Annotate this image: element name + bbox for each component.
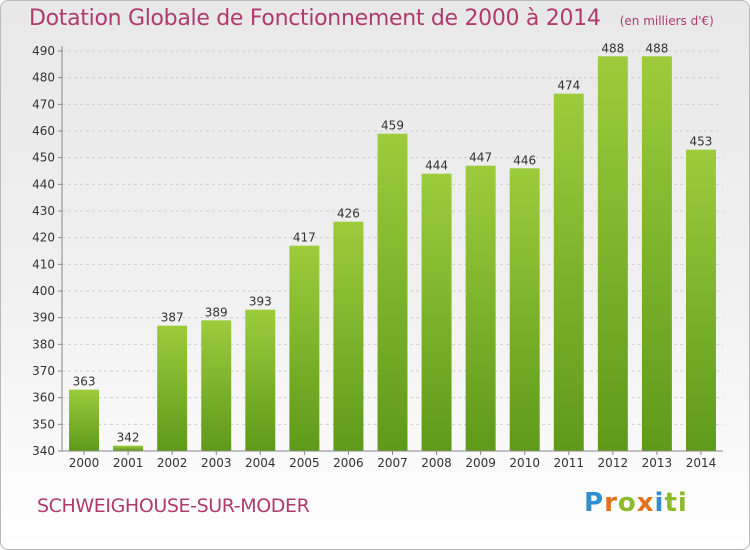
bar-2013 [641,56,672,451]
bar-value-label: 417 [293,231,316,245]
bar-2005 [289,245,320,451]
bar-2002 [157,325,188,451]
bar-value-label: 488 [645,41,668,55]
chart-title: Dotation Globale de Fonctionnement de 20… [29,6,601,31]
x-tick-label: 2010 [509,456,540,470]
y-tick-label: 450 [32,151,55,165]
y-tick-label: 390 [32,311,55,325]
bar-value-label: 387 [161,311,184,325]
x-tick-label: 2007 [377,456,408,470]
bar-2014 [685,149,716,451]
bar-value-label: 393 [249,295,272,309]
x-tick-label: 2004 [245,456,276,470]
bar-value-label: 488 [601,41,624,55]
y-tick-label: 360 [32,391,55,405]
bar-value-label: 426 [337,207,360,221]
bar-2010 [509,168,540,452]
bars: 363 342 387 389 393 417 426 459 444 447 446 474 488 4… [69,41,716,452]
x-tick-label: 2013 [642,456,673,470]
bar-2003 [201,320,232,451]
x-tick-label: 2014 [686,456,717,470]
x-tick-label: 2003 [201,456,232,470]
x-tick-label: 2008 [421,456,452,470]
bar-value-label: 363 [73,375,96,389]
bar-2006 [333,221,364,451]
x-tick-label: 2005 [289,456,320,470]
y-tick-label: 440 [32,177,55,191]
y-tick-label: 480 [32,71,55,85]
y-tick-label: 350 [32,417,55,431]
bar-2012 [597,56,628,451]
commune-name: SCHWEIGHOUSE-SUR-MODER [37,495,310,517]
bar-2001 [113,445,144,451]
bar-2004 [245,309,276,451]
bar-2000 [69,389,100,451]
bar-value-label: 447 [469,151,492,165]
chart-unit: (en milliers d'€) [619,14,714,28]
y-tick-label: 420 [32,231,55,245]
bar-value-label: 342 [117,431,140,445]
bar-2008 [421,173,452,451]
y-tick-label: 370 [32,364,55,378]
bar-value-label: 453 [690,135,713,149]
x-tick-label: 2001 [113,456,144,470]
bar-value-label: 474 [557,79,580,93]
bar-2009 [465,165,496,451]
y-tick-label: 380 [32,337,55,351]
axes: 340 350 360 370 380 390 400 410 420 430 440 450 460 4… [32,44,723,470]
y-tick-label: 490 [32,44,55,58]
bar-value-label: 444 [425,159,448,173]
x-tick-label: 2002 [157,456,188,470]
y-tick-label: 410 [32,257,55,271]
x-tick-label: 2000 [69,456,100,470]
bar-value-label: 459 [381,119,404,133]
x-tick-label: 2006 [333,456,364,470]
x-tick-label: 2009 [465,456,496,470]
chart-title-block: Dotation Globale de Fonctionnement de 20… [29,6,714,31]
bar-value-label: 446 [513,153,536,167]
y-tick-label: 460 [32,124,55,138]
x-tick-label: 2011 [553,456,584,470]
y-tick-label: 340 [32,444,55,458]
proxiti-logo: Proxiti [584,488,688,518]
bar-2011 [553,93,584,452]
bar-2007 [377,133,408,451]
bar-value-label: 389 [205,305,228,319]
x-tick-label: 2012 [598,456,629,470]
y-tick-label: 470 [32,97,55,111]
y-tick-label: 430 [32,204,55,218]
y-tick-label: 400 [32,284,55,298]
